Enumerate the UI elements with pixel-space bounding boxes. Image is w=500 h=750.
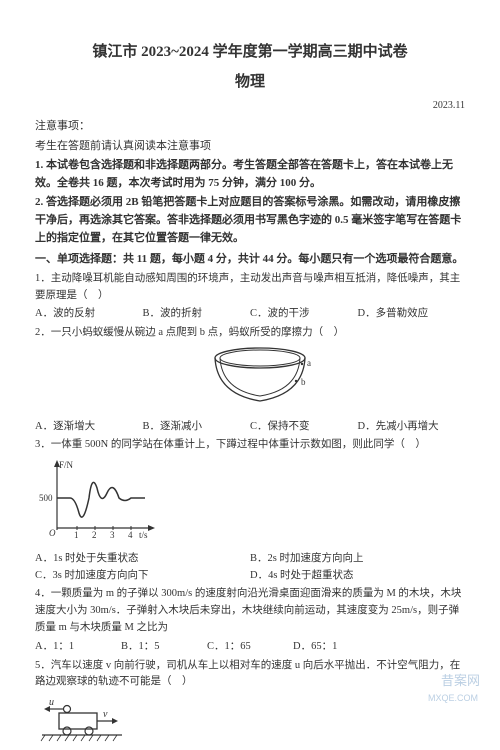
q2-A: A．逐渐增大 [35, 419, 143, 436]
q1-C: C．波的干涉 [250, 306, 358, 323]
q2-stem: 2．一只小蚂蚁缓慢从碗边 a 点爬到 b 点，蚂蚁所受的摩擦力（ ） [35, 325, 465, 342]
exam-subject: 物理 [35, 70, 465, 94]
section-head: 一、单项选择题：共 11 题，每小题 4 分，共计 44 分。每小题只有一个选项… [35, 251, 465, 269]
q1-options: A．波的反射 B．波的折射 C．波的干涉 D．多普勒效应 [35, 306, 465, 323]
q4-D: D．65：1 [293, 639, 379, 656]
notice-head-2: 考生在答题前请认真阅读本注意事项 [35, 138, 465, 156]
notice-2-prefix: 2. [35, 196, 46, 208]
car-label-v: v [103, 709, 108, 720]
car-label-u: u [49, 697, 54, 708]
q3-C: C．3s 时加速度方向向下 [35, 568, 250, 585]
exam-title: 镇江市 2023~2024 学年度第一学期高三期中试卷 [35, 40, 465, 64]
q4-stem: 4．一颗质量为 m 的子弹以 300m/s 的速度射向沿光滑桌面迎面滑来的质量为… [35, 586, 465, 636]
q2-D: D．先减小再增大 [358, 419, 466, 436]
graph-x3: 3 [110, 530, 115, 540]
force-time-graph: F/N 500 O 1 2 3 4 t/s [37, 458, 465, 547]
bowl-label-a: a [307, 358, 311, 368]
q1-B: B．波的折射 [143, 306, 251, 323]
bowl-label-b: b [301, 377, 306, 387]
graph-x2: 2 [92, 530, 97, 540]
q4-B: B．1：5 [121, 639, 207, 656]
exam-date: 2023.11 [35, 98, 465, 114]
watermark-sub: MXQE.COM [428, 691, 478, 705]
q2-options: A．逐渐增大 B．逐渐减小 C．保持不变 D．先减小再增大 [35, 419, 465, 436]
q3-stem: 3．一体重 500N 的同学站在体重计上，下蹲过程中体重计示数如图，则此同学（ … [35, 437, 465, 454]
q3-options: A．1s 时处于失重状态 B．2s 时加速度方向向上 C．3s 时加速度方向向下… [35, 551, 465, 585]
watermark-main: 昔案网 [441, 671, 480, 692]
q3-D: D．4s 时处于超重状态 [250, 568, 465, 585]
car-figure: u v [37, 695, 465, 750]
graph-x1: 1 [74, 530, 79, 540]
graph-x4: 4 [128, 530, 133, 540]
q3-A: A．1s 时处于失重状态 [35, 551, 250, 568]
q2-B: B．逐渐减小 [143, 419, 251, 436]
notice-head-1: 注意事项： [35, 118, 465, 136]
notice-item-2: 2. 答选择题必须用 2B 铅笔把答题卡上对应题目的答案标号涂黑。如需改动，请用… [35, 194, 465, 247]
q1-stem: 1．主动降噪耳机能自动感知周围的环境声，主动发出声音与噪声相互抵消，降低噪声，其… [35, 271, 465, 305]
graph-xlabel: t/s [139, 530, 148, 540]
graph-ytick: 500 [39, 493, 53, 503]
notice-1-prefix: 1. [35, 159, 46, 171]
notice-2-text: 答选择题必须用 2B 铅笔把答题卡上对应题目的答案标号涂黑。如需改动，请用橡皮擦… [35, 196, 461, 243]
q1-A: A．波的反射 [35, 306, 143, 323]
q4-options: A．1：1 B．1：5 C．1：65 D．65：1 [35, 639, 465, 656]
notice-item-1: 1. 本试卷包含选择题和非选择题两部分。考生答题全部答在答题卡上，答在本试卷上无… [35, 157, 465, 192]
q1-D: D．多普勒效应 [358, 306, 466, 323]
q3-B: B．2s 时加速度方向向上 [250, 551, 465, 568]
q5-stem: 5．汽车以速度 v 向前行驶，司机从车上以相对车的速度 u 向后水平抛出．不计空… [35, 658, 465, 692]
q4-C: C．1：65 [207, 639, 293, 656]
q2-C: C．保持不变 [250, 419, 358, 436]
q4-A: A．1：1 [35, 639, 121, 656]
notice-1-text: 本试卷包含选择题和非选择题两部分。考生答题全部答在答题卡上，答在本试卷上无效。全… [35, 159, 453, 189]
graph-ylabel: F/N [59, 460, 74, 470]
bowl-figure: a b [205, 346, 465, 415]
graph-origin: O [49, 528, 56, 538]
